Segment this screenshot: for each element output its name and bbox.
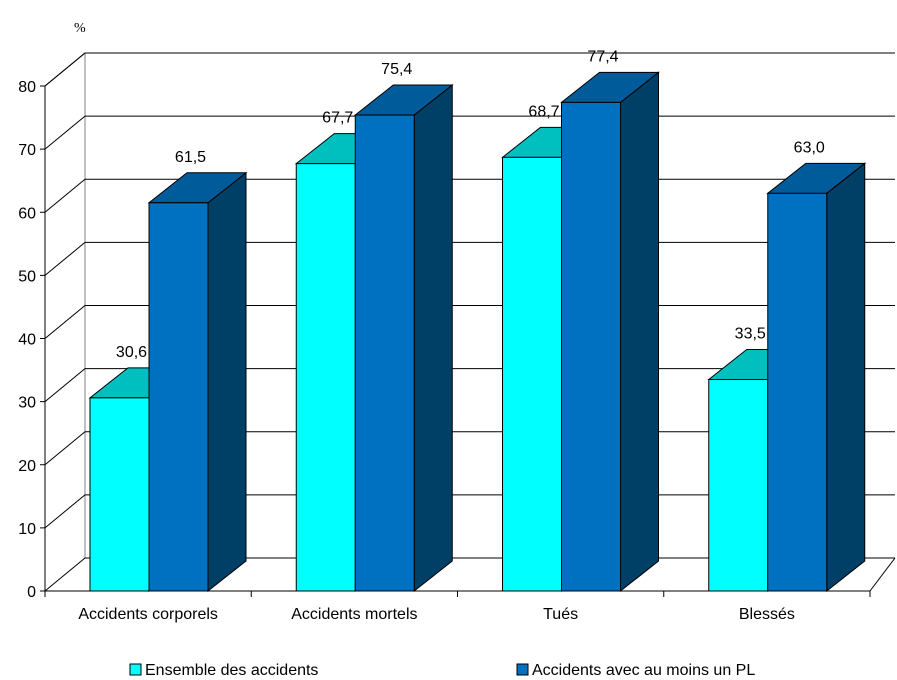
x-tick-label: Tués (543, 606, 578, 623)
bar-front-face (354, 114, 415, 592)
legend-entry: Accidents avec au moins un PL (516, 662, 755, 679)
gridline (44, 115, 895, 150)
legend-entry: Ensemble des accidents (129, 662, 318, 679)
x-tick-label: Accidents mortels (291, 606, 417, 623)
bar-side-face (620, 71, 659, 593)
data-label: 30,6 (116, 344, 147, 361)
y-tick-label: 20 (18, 458, 36, 475)
y-tick-label: 10 (18, 521, 36, 538)
data-label: 61,5 (175, 149, 206, 166)
bars (88, 71, 867, 593)
bar (766, 162, 867, 593)
data-label: 63,0 (794, 139, 825, 156)
bar-front-face (502, 156, 562, 592)
gridline (44, 52, 895, 87)
back-wall-top-edge (44, 52, 895, 87)
bar (353, 84, 454, 593)
bar-front-face (89, 397, 150, 592)
bar-front-face (708, 379, 769, 592)
bar-front-face (148, 202, 209, 592)
legend-swatch (129, 663, 142, 676)
bar-side-face (826, 162, 866, 593)
x-tick-label: Blessés (739, 606, 795, 623)
data-label: 68,7 (528, 103, 559, 120)
legend: Ensemble des accidents Accidents avec au … (129, 662, 755, 679)
y-tick-label: 0 (27, 584, 36, 601)
y-axis-unit-label: % (74, 21, 86, 36)
y-tick-label: 80 (18, 79, 36, 96)
y-tick-label: 30 (18, 395, 36, 412)
bar (560, 71, 660, 593)
legend-swatch (516, 663, 529, 676)
x-axis-ticks: Accidents corporels Accidents mortels Tués… (44, 591, 871, 623)
y-tick-label: 60 (18, 205, 36, 222)
y-tick-label: 70 (18, 142, 36, 159)
bar-front-face (767, 192, 828, 592)
data-labels: 30,6 61,5 67,7 75,4 68,7 77,4 33,5 63,0 (116, 48, 825, 360)
bar-front-face (561, 101, 621, 592)
bar (147, 171, 248, 593)
floor-right-edge (869, 557, 896, 592)
legend-label: Ensemble des accidents (145, 662, 318, 679)
bar-front-face (295, 163, 356, 592)
data-label: 77,4 (587, 48, 618, 65)
data-label: 67,7 (322, 110, 353, 127)
data-label: 33,5 (735, 326, 766, 343)
x-tick-label: Accidents corporels (78, 606, 218, 623)
y-tick-label: 40 (18, 332, 36, 349)
y-tick-label: 50 (18, 268, 36, 285)
bar-side-face (413, 84, 453, 593)
y-axis-ticks: 0 10 20 30 40 50 60 70 80 (18, 79, 45, 601)
bar-side-face (207, 171, 247, 593)
legend-label: Accidents avec au moins un PL (532, 662, 755, 679)
data-label: 75,4 (381, 61, 412, 78)
